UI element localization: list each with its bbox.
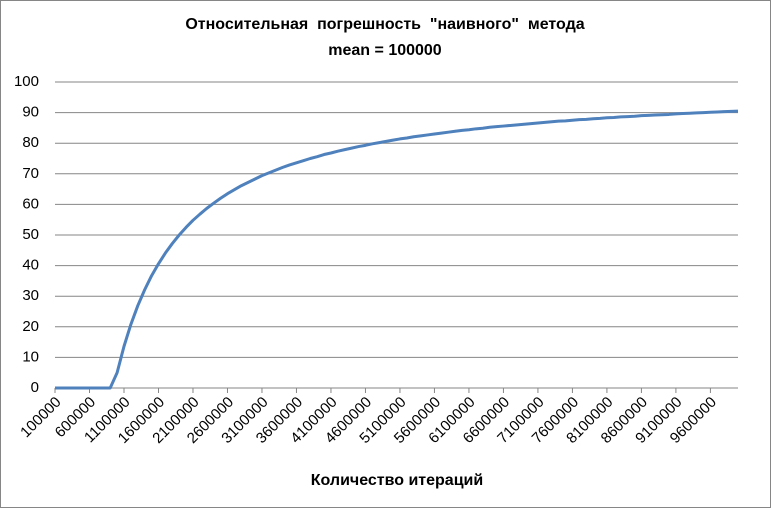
data-line [55, 109, 739, 390]
y-tick-label: 30 [22, 287, 39, 304]
y-tick-label: 40 [22, 257, 39, 274]
y-tick-label: 70 [22, 165, 39, 182]
chart-title: Относительная погрешность "наивного" мет… [185, 16, 584, 33]
y-tick-label: 50 [22, 226, 39, 243]
y-tick-label: 60 [22, 195, 39, 212]
y-tick-label: 100 [14, 73, 39, 90]
chart-subtitle: mean = 100000 [328, 42, 442, 59]
y-tick-label: 80 [22, 134, 39, 151]
y-tick-label: 20 [22, 318, 39, 335]
y-tick-label: 10 [22, 348, 39, 365]
x-axis-title: Количество итераций [311, 472, 483, 489]
y-tick-label: 0 [31, 379, 39, 396]
y-tick-label: 90 [22, 104, 39, 121]
